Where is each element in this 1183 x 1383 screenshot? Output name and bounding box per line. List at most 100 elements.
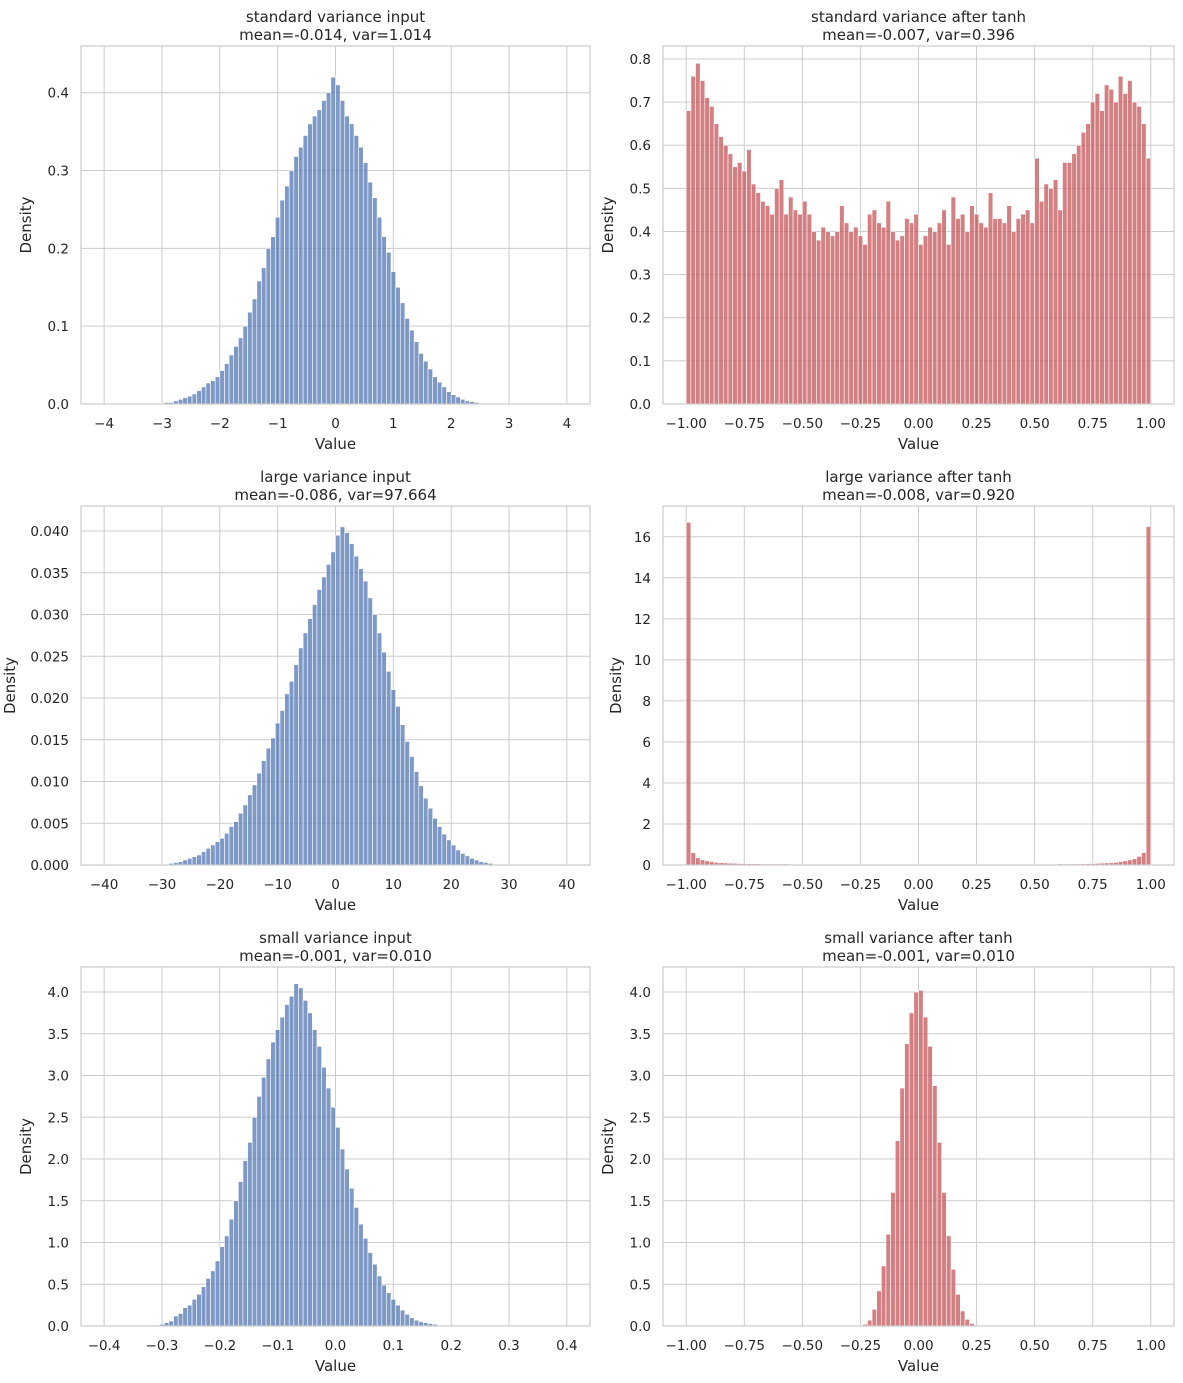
histogram-bar [214, 841, 221, 866]
histogram-bar [210, 1270, 216, 1327]
histogram-bar [881, 1265, 887, 1327]
histogram-bar [1108, 88, 1114, 405]
histogram-bar [372, 1263, 378, 1327]
histogram-bar [1034, 157, 1040, 405]
histogram-bar [187, 395, 193, 405]
y-tick-label: 0.005 [30, 816, 69, 832]
histogram-bars [685, 62, 1152, 405]
y-tick-label: 1.0 [48, 1236, 69, 1252]
histogram-bar [168, 1320, 174, 1327]
histogram-bar [885, 200, 891, 405]
histogram-bar [247, 794, 253, 866]
x-tick-label: 0.2 [440, 1338, 461, 1354]
histogram-bars [150, 76, 489, 405]
panel-standard-variance-after-tanh: −1.00 −0.75 −0.50 −0.25 0.00 0.25 0.50 0.75 1.00… [599, 8, 1175, 453]
chart-subtitle: mean=-0.001, var=0.010 [822, 947, 1015, 965]
axes-frame [662, 966, 1175, 1327]
histogram-bar [330, 1106, 336, 1327]
histogram-bar [871, 1309, 877, 1327]
histogram-bar [233, 1200, 239, 1327]
histogram-bar [960, 213, 966, 405]
y-tick-label: 1.5 [630, 1194, 651, 1210]
histogram-bar [1141, 123, 1147, 405]
histogram-bar [196, 854, 202, 866]
histogram-bar [238, 1181, 244, 1327]
y-tick-label: 4 [642, 776, 651, 792]
histogram-bar [899, 1087, 905, 1327]
x-axis-label: Value [315, 1357, 356, 1375]
x-tick-label: −0.75 [724, 877, 765, 893]
histogram-bar [436, 381, 443, 405]
histogram-bar [1038, 200, 1045, 405]
histogram-bar [876, 222, 882, 405]
chart-title: large variance after tanh [825, 468, 1011, 486]
histogram-bar [256, 1096, 262, 1327]
histogram-bar [362, 162, 369, 405]
histogram-bar [1062, 162, 1068, 405]
histogram-bar [1127, 80, 1133, 405]
axes-frame [80, 505, 591, 866]
x-tick-label: 4 [563, 416, 572, 432]
histogram-bar [848, 231, 854, 405]
y-axis-label: Density [17, 1118, 35, 1175]
histogram-bar [695, 857, 701, 866]
histogram-bar [1076, 144, 1082, 405]
histogram-bar [992, 218, 998, 405]
histogram-bar [325, 564, 332, 866]
histogram-bars [857, 990, 980, 1327]
histogram-bar [1025, 209, 1031, 405]
histogram-bar [233, 821, 239, 866]
histogram-bar [381, 651, 387, 866]
histogram-bar [409, 329, 415, 405]
histogram-bar [242, 325, 248, 405]
histogram-bar [432, 817, 438, 866]
histogram-bar [1141, 852, 1147, 866]
histogram-bar [196, 390, 202, 405]
histogram-bar [344, 115, 350, 405]
histogram-bar [699, 859, 706, 866]
y-tick-label: 0.4 [630, 224, 651, 240]
histogram-bar [964, 1319, 970, 1327]
histogram-bar [395, 706, 401, 866]
histogram-bar [386, 671, 392, 866]
histogram-bar [288, 681, 295, 866]
x-tick-label: −0.50 [782, 877, 823, 893]
histogram-bar [321, 100, 327, 405]
histogram-bar [950, 196, 956, 405]
histogram-bar [1131, 858, 1138, 866]
histogram-bar [210, 380, 216, 405]
histogram-bar [399, 724, 406, 866]
x-tick-label: 0.25 [962, 416, 992, 432]
x-tick-label: −0.3 [146, 1338, 179, 1354]
histogram-bar [335, 1126, 341, 1327]
x-tick-label: 20 [443, 877, 460, 893]
histogram-bar [806, 213, 812, 405]
histogram-bar [298, 146, 304, 405]
x-tick-label: −0.1 [261, 1338, 294, 1354]
histogram-bar [908, 1012, 915, 1327]
histogram-bar [946, 244, 952, 405]
histogram-bar [210, 844, 216, 866]
histogram-bar [321, 1066, 327, 1327]
histogram-bar [973, 213, 980, 405]
histogram-bar [288, 995, 295, 1327]
histogram-bar [358, 1223, 364, 1327]
x-tick-label: 1.00 [1136, 416, 1166, 432]
histogram-bar [261, 1076, 267, 1327]
x-tick-label: −0.50 [782, 416, 823, 432]
x-tick-label: −2 [210, 416, 230, 432]
histogram-bar [913, 213, 919, 405]
x-tick-label: −0.2 [203, 1338, 236, 1354]
x-tick-label: 0 [331, 416, 340, 432]
histogram-bar [224, 832, 230, 866]
histogram-bar [1043, 183, 1049, 405]
histogram-bar [983, 226, 989, 405]
histogram-bar [1094, 93, 1100, 405]
histogram-bar [275, 1029, 281, 1327]
panel-small-variance-after-tanh: −1.00 −0.75 −0.50 −0.25 0.00 0.25 0.50 0.75 1.00… [599, 929, 1175, 1375]
histogram-bar [825, 231, 831, 405]
histogram-bar [969, 205, 975, 405]
histogram-bar [704, 97, 710, 405]
histogram-bar [1066, 162, 1073, 405]
